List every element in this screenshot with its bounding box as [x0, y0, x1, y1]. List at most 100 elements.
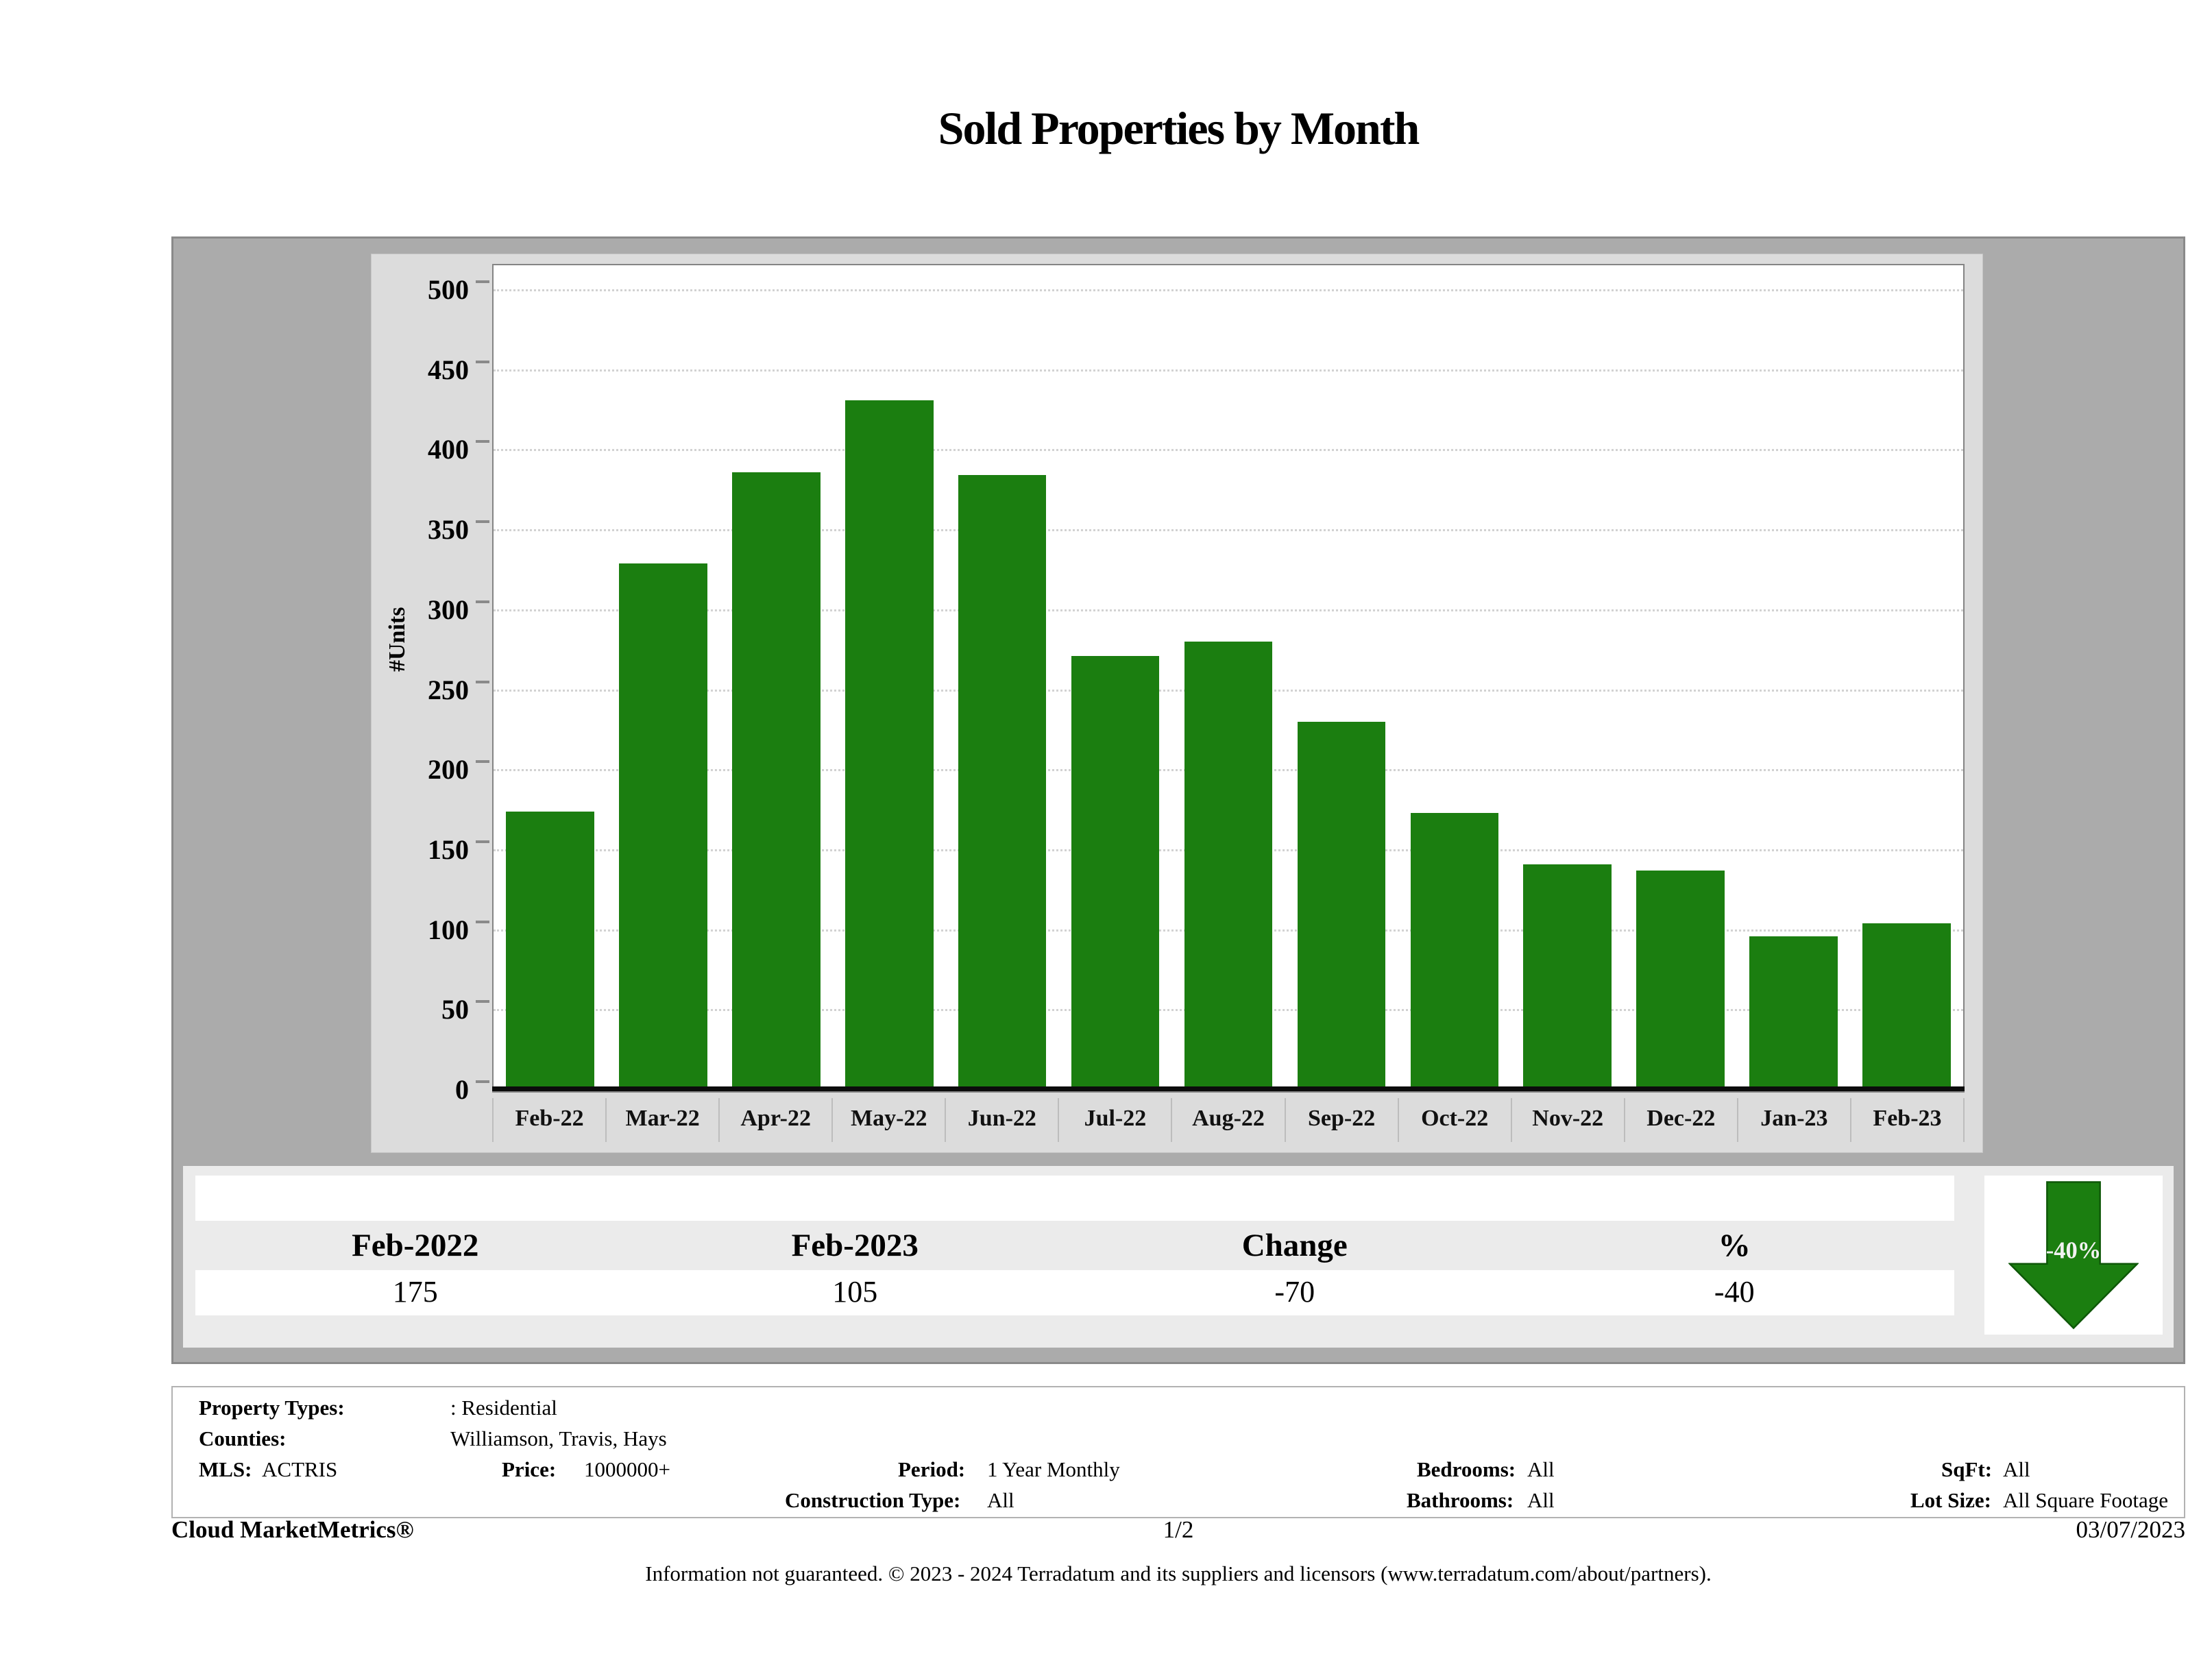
bedrooms-value: All [1527, 1457, 1555, 1481]
period-value: 1 Year Monthly [987, 1457, 1120, 1481]
y-tick-mark [476, 1080, 489, 1083]
y-tick-label: 450 [428, 354, 469, 385]
bar-slot [720, 265, 833, 1091]
y-tick-mark [476, 760, 489, 764]
bathrooms-label: Bathrooms: [1407, 1488, 1514, 1512]
plot-area [492, 264, 1965, 1093]
bar-Oct-22 [1410, 812, 1499, 1091]
y-tick-label: 0 [455, 1074, 469, 1105]
summary-value-feb2022: 175 [392, 1275, 438, 1309]
summary-header-feb2022: Feb-2022 [352, 1228, 479, 1263]
bar-slot [607, 265, 720, 1091]
x-axis-label-Apr-22: Apr-22 [718, 1098, 831, 1142]
construction-type-value: All [987, 1488, 1014, 1512]
bar-Nov-22 [1523, 864, 1612, 1091]
lot-size-label: Lot Size: [1910, 1488, 1991, 1512]
change-badge-label: -40% [2046, 1238, 2102, 1264]
property-types-value: : Residential [450, 1396, 557, 1420]
summary-blank-row [195, 1176, 1954, 1221]
bar-slot [494, 265, 607, 1091]
bar-Feb-22 [506, 811, 594, 1091]
chart-panel: #Units 0 50 100 150 200 250 300 350 400 450 500 Fe… [371, 254, 1983, 1153]
x-axis-labels: Feb-22 Mar-22 Apr-22 May-22 Jun-22 Jul-22 Aug-… [492, 1098, 1965, 1142]
x-axis-label-Jul-22: Jul-22 [1058, 1098, 1171, 1142]
bar-Jan-23 [1749, 936, 1838, 1091]
summary-header-percent: % [1718, 1228, 1751, 1263]
brand-name: Cloud MarketMetrics® [171, 1516, 414, 1543]
price-value: 1000000+ [584, 1457, 670, 1481]
x-axis-label-Mar-22: Mar-22 [605, 1098, 718, 1142]
filters-panel: Property Types: : Residential Counties: … [171, 1386, 2185, 1518]
gridline [494, 369, 1963, 372]
bar-slot [1850, 265, 1963, 1091]
footer: Cloud MarketMetrics® 1/2 03/07/2023 [171, 1516, 2185, 1546]
y-tick-mark [476, 440, 489, 443]
y-tick-label: 350 [428, 514, 469, 546]
gridline [494, 449, 1963, 452]
lot-size-value: All Square Footage [2003, 1488, 2169, 1512]
property-types-label: Property Types: [199, 1396, 345, 1420]
summary-band: Feb-2022 Feb-2023 Change % 175 105 -70 -… [183, 1166, 2174, 1348]
bar-slot [1737, 265, 1850, 1091]
bar-slot [1285, 265, 1398, 1091]
y-tick-label: 500 [428, 274, 469, 305]
change-indicator: -40% [1984, 1176, 2163, 1335]
bar-slot [833, 265, 946, 1091]
y-tick-mark [476, 920, 489, 923]
mls-value: ACTRIS [262, 1457, 338, 1481]
bedrooms-label: Bedrooms: [1417, 1457, 1516, 1481]
summary-value-change: -70 [1274, 1275, 1315, 1309]
y-tick-mark [476, 1000, 489, 1004]
bar-Jul-22 [1071, 656, 1160, 1091]
bar-slot [1059, 265, 1172, 1091]
summary-header-feb2023: Feb-2023 [791, 1228, 919, 1263]
bar-slot [1511, 265, 1624, 1091]
sqft-value: All [2003, 1457, 2030, 1481]
y-tick-mark [476, 600, 489, 603]
x-axis-label-Oct-22: Oct-22 [1397, 1098, 1511, 1142]
bar-slot [1398, 265, 1511, 1091]
y-axis-ticks: 0 50 100 150 200 250 300 350 400 450 500 [372, 265, 492, 1105]
page-title: Sold Properties by Month [938, 102, 1420, 154]
summary-table: Feb-2022 Feb-2023 Change % 175 105 -70 -… [195, 1176, 1954, 1315]
x-axis-label-May-22: May-22 [831, 1098, 945, 1142]
construction-type-label: Construction Type: [785, 1488, 961, 1512]
disclaimer-text: Information not guaranteed. © 2023 - 202… [645, 1561, 1712, 1585]
y-tick-label: 100 [428, 914, 469, 945]
summary-header-row: Feb-2022 Feb-2023 Change % [195, 1221, 1954, 1270]
mls-label: MLS: [199, 1457, 252, 1481]
bar-slot [1172, 265, 1285, 1091]
bar-Mar-22 [619, 563, 707, 1091]
bar-slot [1624, 265, 1737, 1091]
counties-label: Counties: [199, 1426, 287, 1450]
y-tick-label: 50 [441, 994, 469, 1025]
bar-Sep-22 [1297, 721, 1386, 1091]
y-tick-label: 250 [428, 674, 469, 705]
bathrooms-value: All [1527, 1488, 1555, 1512]
y-tick-mark [476, 280, 489, 283]
sqft-label: SqFt: [1941, 1457, 1993, 1481]
price-label: Price: [502, 1457, 557, 1481]
summary-value-row: 175 105 -70 -40 [195, 1270, 1954, 1315]
period-label: Period: [898, 1457, 966, 1481]
report-date: 03/07/2023 [2076, 1516, 2185, 1543]
bar-Feb-23 [1862, 923, 1951, 1091]
x-axis-label-Aug-22: Aug-22 [1171, 1098, 1284, 1142]
x-axis-label-Dec-22: Dec-22 [1623, 1098, 1737, 1142]
gridline [494, 529, 1963, 532]
x-axis-baseline [492, 1086, 1965, 1091]
y-tick-label: 200 [428, 754, 469, 786]
summary-value-feb2023: 105 [832, 1275, 878, 1309]
bar-Jun-22 [958, 475, 1047, 1091]
counties-value: Williamson, Travis, Hays [450, 1426, 667, 1450]
gridline [494, 609, 1963, 611]
bar-slot [946, 265, 1059, 1091]
x-axis-label-Nov-22: Nov-22 [1510, 1098, 1624, 1142]
y-tick-mark [476, 680, 489, 683]
bar-Dec-22 [1636, 870, 1725, 1091]
y-tick-label: 150 [428, 834, 469, 865]
x-axis-label-Feb-23: Feb-23 [1849, 1098, 1965, 1142]
x-axis-label-Jan-23: Jan-23 [1736, 1098, 1850, 1142]
bar-May-22 [844, 400, 934, 1091]
